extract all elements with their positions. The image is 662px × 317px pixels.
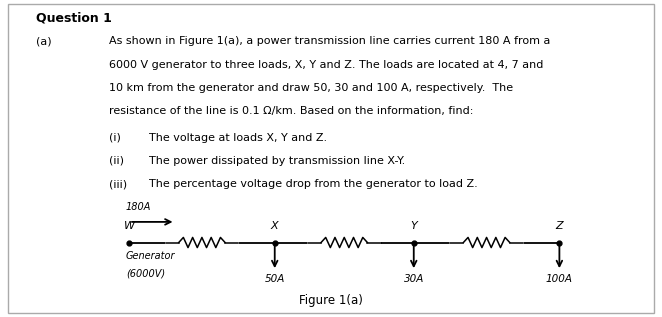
Text: 50A: 50A — [265, 274, 285, 284]
Text: (iii): (iii) — [109, 179, 127, 189]
Text: 30A: 30A — [404, 274, 424, 284]
Text: 100A: 100A — [546, 274, 573, 284]
Text: resistance of the line is 0.1 Ω/km. Based on the information, find:: resistance of the line is 0.1 Ω/km. Base… — [109, 106, 473, 116]
Bar — [307, 236, 381, 249]
Bar — [449, 236, 524, 249]
Text: As shown in Figure 1(a), a power transmission line carries current 180 A from a: As shown in Figure 1(a), a power transmi… — [109, 36, 551, 47]
Text: (a): (a) — [36, 36, 52, 47]
Text: The percentage voltage drop from the generator to load Z.: The percentage voltage drop from the gen… — [149, 179, 478, 189]
Text: The power dissipated by transmission line X-Y.: The power dissipated by transmission lin… — [149, 156, 405, 166]
Text: W: W — [124, 221, 134, 231]
Text: 10 km from the generator and draw 50, 30 and 100 A, respectively.  The: 10 km from the generator and draw 50, 30… — [109, 83, 513, 93]
FancyBboxPatch shape — [8, 4, 654, 313]
Text: (i): (i) — [109, 133, 121, 143]
Text: X: X — [271, 221, 279, 231]
Text: Question 1: Question 1 — [36, 11, 113, 24]
Text: (6000V): (6000V) — [126, 269, 165, 279]
Text: The voltage at loads X, Y and Z.: The voltage at loads X, Y and Z. — [149, 133, 327, 143]
Text: 180A: 180A — [126, 202, 151, 212]
Text: Z: Z — [555, 221, 563, 231]
Bar — [165, 236, 239, 249]
Text: (ii): (ii) — [109, 156, 124, 166]
Text: 6000 V generator to three loads, X, Y and Z. The loads are located at 4, 7 and: 6000 V generator to three loads, X, Y an… — [109, 60, 544, 70]
Text: Generator: Generator — [126, 251, 175, 262]
Text: Y: Y — [410, 221, 417, 231]
Text: Figure 1(a): Figure 1(a) — [299, 294, 363, 307]
